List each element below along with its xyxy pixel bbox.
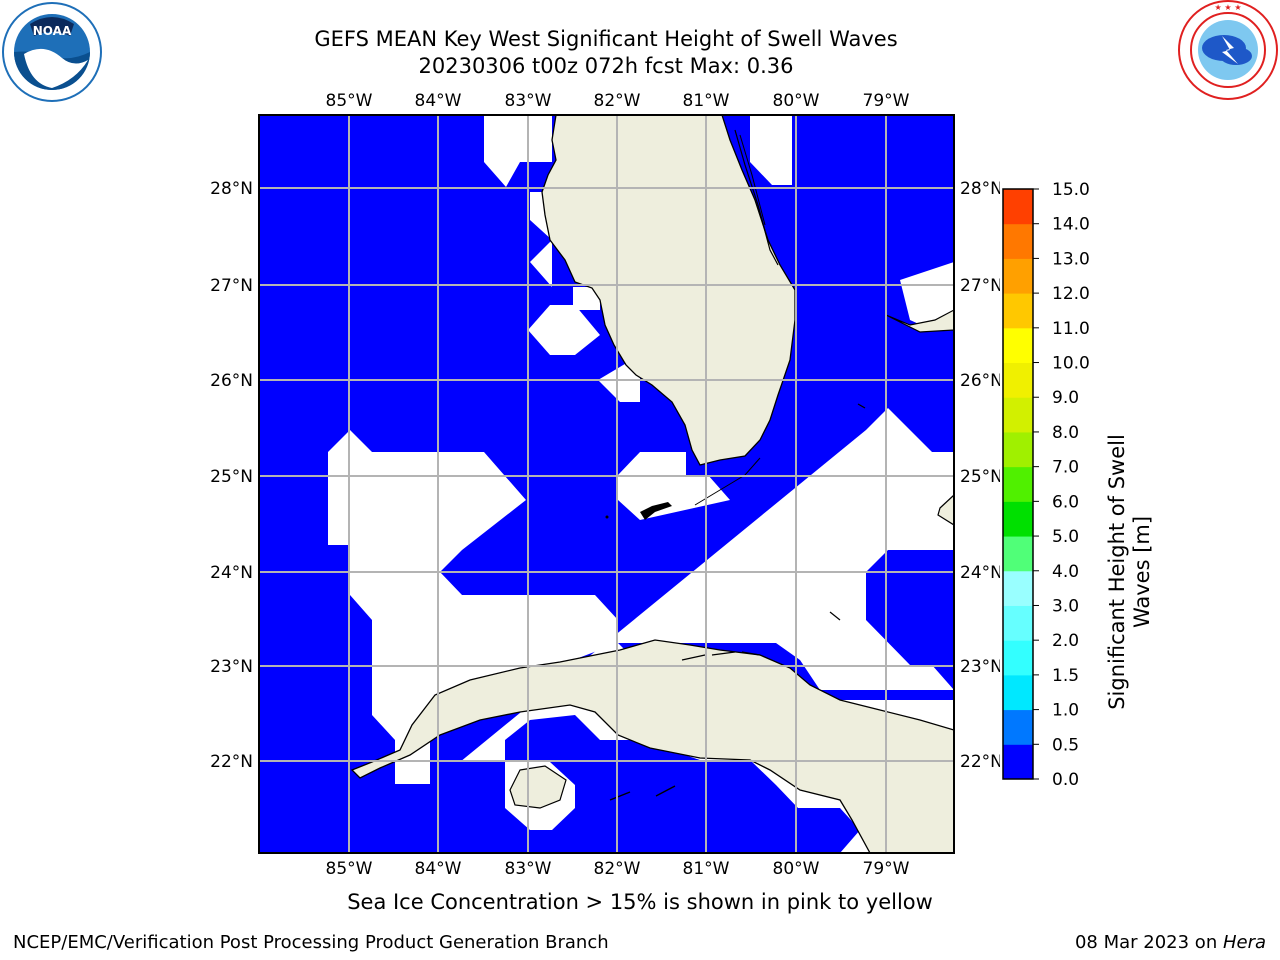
colorbar-tick-label: 5.0	[1052, 527, 1079, 547]
colorbar-segment	[1003, 397, 1033, 433]
colorbar-segment	[1003, 327, 1033, 364]
colorbar-tick-label: 8.0	[1052, 423, 1079, 443]
colorbar-tick-label: 14.0	[1052, 215, 1090, 235]
lon-label-bottom: 82°W	[594, 859, 641, 879]
colorbar-segment	[1003, 431, 1033, 468]
lon-label-bottom: 84°W	[415, 859, 462, 879]
colorbar-segment	[1003, 605, 1033, 641]
footer-host: Hera	[1222, 932, 1266, 953]
lat-label-left: 28°N	[210, 179, 253, 199]
lon-label-top: 82°W	[594, 91, 641, 111]
lon-label-bottom: 79°W	[863, 859, 910, 879]
noaa-logo-icon: NOAA	[2, 2, 102, 102]
nws-logo-icon: ★ ★ ★	[1178, 0, 1278, 100]
lat-label-right: 28°N	[960, 179, 1000, 199]
colorbar-segment	[1003, 570, 1033, 606]
colorbar-segment	[1003, 709, 1033, 745]
colorbar-segment	[1003, 362, 1033, 398]
lat-label-left: 23°N	[210, 657, 253, 677]
colorbar-segment	[1003, 744, 1033, 780]
colorbar-frame	[1002, 188, 1034, 780]
lat-label-left: 22°N	[210, 752, 253, 772]
isla-de-la-juventud	[509, 765, 567, 809]
svg-text:★ ★ ★: ★ ★ ★	[1214, 3, 1241, 12]
map-area: 85°W 84°W 83°W 82°W 81°W 80°W 79°W 85°W …	[210, 91, 1000, 879]
colorbar-segment	[1003, 640, 1033, 676]
lat-label-left: 25°N	[210, 467, 253, 487]
colorbar-tick-label: 1.5	[1052, 666, 1079, 686]
lon-label-bottom: 80°W	[773, 859, 820, 879]
colorbar-segment	[1003, 189, 1033, 225]
lat-label-left: 24°N	[210, 563, 253, 583]
colorbar-label-line1: Significant Height of Swell	[1105, 434, 1129, 710]
colorbar-tick-label: 0.5	[1052, 735, 1079, 755]
lon-label-top: 84°W	[415, 91, 462, 111]
colorbar-tick-label: 2.0	[1052, 631, 1079, 651]
lat-label-right: 25°N	[960, 467, 1000, 487]
colorbar-tick-label: 10.0	[1052, 354, 1090, 374]
map-frame	[258, 114, 955, 854]
footer-credit: NCEP/EMC/Verification Post Processing Pr…	[13, 932, 609, 953]
lat-label-right: 27°N	[960, 276, 1000, 296]
colorbar-label-line2: Waves [m]	[1130, 516, 1154, 628]
lon-label-bottom: 83°W	[505, 859, 552, 879]
colorbar-tick-label: 3.0	[1052, 596, 1079, 616]
colorbar-tick-label: 0.0	[1052, 770, 1079, 790]
lon-label-top: 81°W	[683, 91, 730, 111]
lon-label-bottom: 85°W	[326, 859, 373, 879]
footer-date-text: 08 Mar 2023 on	[1074, 932, 1223, 953]
noaa-logo-text: NOAA	[33, 24, 72, 38]
colorbar-segment	[1003, 258, 1033, 294]
colorbar-tick-label: 12.0	[1052, 284, 1090, 304]
lat-label-left: 27°N	[210, 276, 253, 296]
map-graticule	[259, 115, 954, 853]
lat-label-right: 24°N	[960, 563, 1000, 583]
footer-date: 08 Mar 2023 on Hera	[1075, 932, 1266, 953]
lon-label-top: 79°W	[863, 91, 910, 111]
colorbar-segment	[1003, 536, 1033, 572]
colorbar-segment	[1003, 223, 1033, 259]
lon-label-top: 83°W	[505, 91, 552, 111]
lon-label-bottom: 81°W	[683, 859, 730, 879]
colorbar: 0.0 0.5 1.0 1.5 2.0 3.0 4.0 5.0 6.0 7.0 8.0 9.0 10.0…	[1002, 180, 1154, 790]
colorbar-segment	[1003, 293, 1033, 329]
colorbar-tick-label: 13.0	[1052, 249, 1090, 269]
lat-label-left: 26°N	[210, 371, 253, 391]
florida-landmass	[541, 115, 796, 466]
colorbar-tick-label: 9.0	[1052, 388, 1079, 408]
colorbar-segment	[1003, 501, 1033, 537]
colorbar-tick-label: 6.0	[1052, 492, 1079, 512]
colorbar-tick-label: 7.0	[1052, 458, 1079, 478]
chart-title: GEFS MEAN Key West Significant Height of…	[314, 27, 898, 51]
colorbar-segment	[1003, 674, 1033, 711]
lon-label-top: 85°W	[326, 91, 373, 111]
colorbar-tick-label: 11.0	[1052, 319, 1090, 339]
lon-label-top: 80°W	[773, 91, 820, 111]
lat-label-right: 22°N	[960, 752, 1000, 772]
lat-label-right: 23°N	[960, 657, 1000, 677]
colorbar-tick-label: 1.0	[1052, 701, 1079, 721]
colorbar-tick-label: 15.0	[1052, 180, 1090, 200]
colorbar-tick-label: 4.0	[1052, 562, 1079, 582]
lat-label-right: 26°N	[960, 371, 1000, 391]
colorbar-segment	[1003, 466, 1033, 502]
sea-ice-note: Sea Ice Concentration > 15% is shown in …	[347, 890, 933, 914]
chart-subtitle: 20230306 t00z 072h fcst Max: 0.36	[418, 54, 794, 78]
